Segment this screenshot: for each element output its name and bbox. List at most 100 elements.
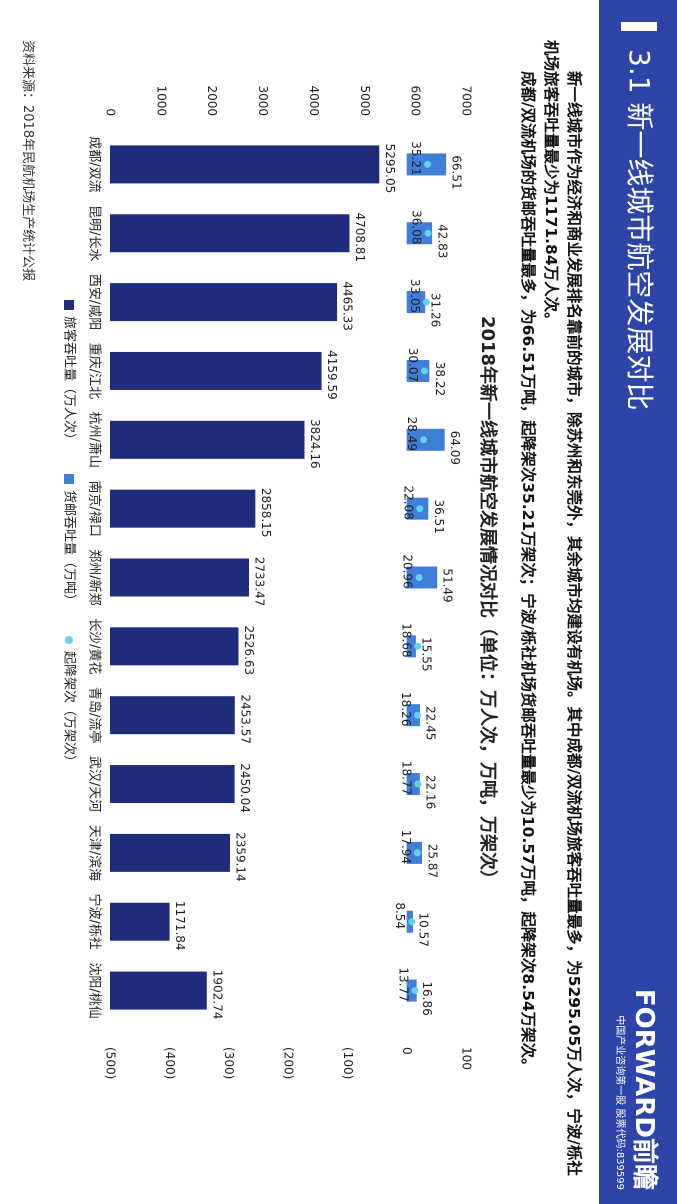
bar — [406, 359, 430, 382]
dot — [414, 711, 422, 719]
value-label: 38.22 — [433, 362, 447, 396]
y2-tick-label: (300) — [222, 1047, 236, 1079]
x-tick-label: 天津/滨海 — [87, 825, 103, 881]
value-label: 2450.04 — [238, 763, 252, 813]
dot — [413, 849, 421, 857]
x-tick-label: 郑州/新郑 — [87, 549, 103, 605]
dot — [414, 780, 422, 788]
y2-tick-label: (100) — [341, 1047, 355, 1079]
bar — [110, 283, 338, 322]
bar — [110, 627, 239, 666]
value-label: 33.05 — [408, 279, 422, 313]
value-label: 36.51 — [432, 499, 446, 533]
y2-tick-label: 0 — [400, 1047, 414, 1055]
y-tick-label: 0 — [104, 108, 118, 116]
x-tick-label: 昆明/长水 — [87, 205, 102, 261]
bar — [406, 704, 420, 727]
value-label: 31.26 — [429, 293, 443, 327]
legend-label: 起降架次（万架次） — [62, 651, 78, 768]
bar — [110, 558, 250, 597]
bar — [406, 222, 433, 245]
value-label: 1902.74 — [210, 970, 224, 1020]
y-tick-label: 7000 — [460, 85, 474, 116]
x-tick-label: 武汉/天河 — [87, 756, 102, 812]
dot — [411, 987, 419, 995]
value-label: 4159.59 — [325, 350, 339, 400]
value-label: 18.68 — [399, 623, 413, 657]
bar — [110, 214, 350, 253]
dot — [421, 367, 429, 375]
bar — [109, 696, 235, 735]
value-label: 1171.84 — [173, 901, 187, 951]
value-label: 17.94 — [399, 830, 413, 864]
dot — [424, 229, 432, 237]
value-label: 18.26 — [399, 692, 413, 726]
value-label: 28.49 — [405, 417, 419, 451]
value-label: 2858.15 — [259, 488, 273, 538]
value-label: 20.96 — [401, 554, 415, 588]
x-tick-label: 杭州/萧山 — [87, 412, 102, 468]
value-label: 51.49 — [441, 568, 455, 602]
bar — [109, 765, 235, 804]
value-label: 42.83 — [436, 224, 450, 258]
x-tick-label: 沈阳/桃仙 — [87, 962, 102, 1018]
y2-tick-label: (200) — [282, 1047, 296, 1079]
x-tick-label: 宁波/栎社 — [87, 894, 103, 950]
source: 资料来源：2018年民航机场生产统计公报 — [20, 40, 35, 282]
value-label: 5295.05 — [383, 144, 397, 194]
x-tick-label: 重庆/江北 — [87, 343, 103, 399]
x-tick-label: 成都/双流 — [87, 136, 102, 192]
legend-marker — [64, 300, 74, 310]
chart-title: 2018年新一线城市航空发展情况对比（单位：万人次，万吨，万架次） — [477, 316, 499, 888]
y-tick-label: 5000 — [358, 85, 372, 116]
value-label: 16.86 — [420, 981, 434, 1015]
value-label: 18.77 — [399, 761, 413, 795]
legend-label: 旅客吞吐量（万人次） — [62, 316, 78, 446]
value-label: 30.07 — [406, 348, 420, 382]
value-label: 15.55 — [419, 637, 433, 671]
x-tick-label: 南京/禄口 — [87, 480, 103, 536]
y2-tick-label: (400) — [163, 1047, 177, 1079]
bar — [406, 291, 426, 314]
y-tick-label: 4000 — [307, 85, 321, 116]
value-label: 35.21 — [409, 141, 423, 175]
bar — [406, 635, 416, 658]
dot — [414, 642, 422, 650]
x-tick-label: 西安/咸阳 — [87, 274, 102, 330]
y-tick-label: 6000 — [409, 85, 423, 116]
value-label: 66.51 — [450, 155, 464, 189]
x-tick-label: 长沙/黄花 — [87, 618, 103, 674]
value-label: 8.54 — [393, 902, 407, 929]
dot — [415, 574, 423, 581]
value-label: 13.77 — [396, 967, 410, 1001]
bar — [406, 773, 420, 796]
dot — [420, 436, 428, 444]
value-label: 64.09 — [448, 431, 462, 465]
x-tick-label: 青岛/流亭 — [87, 687, 103, 743]
value-label: 22.45 — [423, 706, 437, 740]
bar — [110, 351, 322, 390]
y2-tick-label: 100 — [460, 1047, 474, 1070]
dot — [408, 918, 416, 926]
value-label: 4708.81 — [353, 212, 367, 262]
bar — [109, 489, 256, 528]
value-label: 2453.57 — [238, 694, 252, 744]
bar — [110, 145, 380, 184]
value-label: 25.87 — [426, 844, 440, 878]
legend-marker — [64, 474, 74, 485]
value-label: 4465.33 — [341, 281, 355, 331]
value-label: 10.57 — [416, 913, 430, 947]
dot — [422, 298, 430, 306]
value-label: 2733.47 — [253, 557, 267, 607]
y-tick-label: 1000 — [154, 85, 168, 116]
dot — [424, 160, 432, 168]
value-label: 22.16 — [423, 775, 437, 809]
bar — [109, 420, 305, 459]
value-label: 3824.16 — [308, 419, 322, 469]
bar — [109, 971, 207, 1010]
bar — [110, 902, 170, 941]
value-label: 2359.14 — [233, 832, 247, 882]
